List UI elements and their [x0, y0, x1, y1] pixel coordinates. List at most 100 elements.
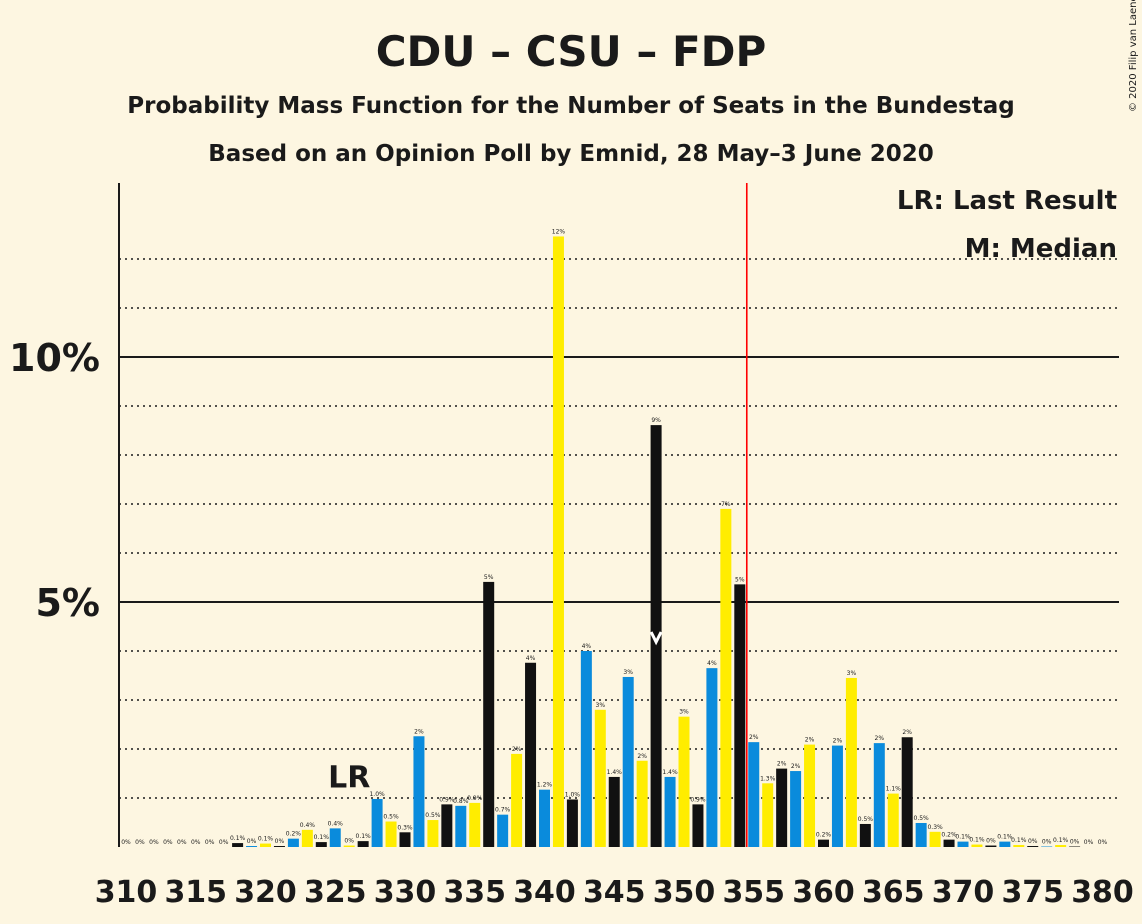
bar-seat-334: [455, 805, 467, 847]
x-tick-label: 330: [374, 875, 437, 910]
bar-seat-327: [357, 841, 369, 847]
copyright-note: © 2020 Filip van Laenen: [1128, 0, 1139, 112]
bar-value-label: 3%: [679, 709, 689, 716]
bar-seat-367: [915, 822, 927, 847]
bar-seat-366: [901, 737, 913, 847]
bar-value-label: 1.0%: [565, 791, 581, 798]
x-tick-label: 370: [932, 875, 995, 910]
bar-seat-336: [483, 581, 495, 847]
bar-seat-339: [525, 662, 537, 847]
bar-seat-373: [999, 841, 1011, 847]
x-tick-label: 365: [862, 875, 925, 910]
bar-seat-320: [260, 843, 271, 847]
bar-value-label: 5%: [484, 574, 494, 581]
bar-seat-363: [859, 823, 871, 847]
bar-value-label: 0%: [163, 839, 173, 846]
bar-value-label: 0.1%: [356, 833, 372, 840]
bar-seat-375: [1027, 846, 1039, 847]
bar-seat-337: [497, 814, 509, 847]
bar-value-label: 9%: [651, 417, 661, 424]
bar-value-label: 12%: [552, 228, 566, 235]
bar-seat-328: [371, 798, 383, 847]
bar-value-label: 2%: [749, 734, 759, 741]
chart-subtitle: Probability Mass Function for the Number…: [127, 93, 1014, 119]
legend-last-result: LR: Last Result: [897, 186, 1117, 216]
bar-value-label: 7%: [721, 501, 731, 508]
bar-seat-348: [650, 425, 662, 847]
bar-value-label: 0%: [205, 839, 215, 846]
bar-value-label: 4%: [526, 655, 536, 662]
bar-value-label: 0.9%: [439, 796, 455, 803]
bar-value-label: 0.4%: [328, 820, 344, 827]
bar-seat-345: [608, 776, 620, 847]
bar-value-label: 0%: [1028, 838, 1038, 845]
bar-value-label: 0.5%: [914, 815, 930, 822]
bar-seat-362: [845, 677, 857, 847]
bar-value-label: 2%: [414, 728, 424, 735]
bar-value-label: 0.2%: [941, 832, 957, 839]
legend-median: M: Median: [965, 234, 1117, 264]
bar-value-label: 0.5%: [858, 816, 874, 823]
bar-seat-343: [580, 651, 592, 847]
bar-value-label: 0.5%: [383, 814, 399, 821]
bar-seat-355: [748, 742, 760, 847]
bar-seat-335: [469, 802, 481, 847]
bar-seat-359: [804, 744, 816, 847]
bar-value-label: 2%: [902, 729, 912, 736]
bar-value-label: 0.1%: [1011, 837, 1027, 844]
bar-value-label: 0%: [135, 839, 145, 846]
bar-value-label: 0.8%: [453, 798, 469, 805]
bar-seat-358: [790, 771, 802, 847]
bar-value-label: 3%: [847, 670, 857, 677]
bar-seat-368: [929, 831, 941, 847]
bar-value-label: 0.9%: [467, 795, 483, 802]
x-tick-label: 325: [304, 875, 367, 910]
bar-value-label: 3%: [623, 669, 633, 676]
bar-value-label: 1.3%: [760, 775, 776, 782]
x-tick-label: 315: [164, 875, 227, 910]
chart-subtitle-poll: Based on an Opinion Poll by Emnid, 28 Ma…: [208, 141, 933, 167]
median-marker: [649, 631, 663, 646]
grid-lines: [119, 258, 1119, 799]
bar-value-label: 2%: [777, 761, 787, 768]
bar-value-label: 0%: [344, 838, 354, 845]
bar-value-label: 0.1%: [969, 837, 985, 844]
bar-value-label: 2%: [833, 738, 843, 745]
bar-seat-325: [329, 828, 341, 847]
bar-value-label: 4%: [707, 660, 717, 667]
bar-seat-354: [734, 584, 746, 847]
bar-value-label: 0%: [219, 839, 229, 846]
bar-seat-324: [315, 842, 327, 847]
bar-seat-372: [985, 845, 997, 847]
bar-value-label: 0%: [149, 839, 159, 846]
bar-value-label: 1.1%: [886, 786, 902, 793]
bar-seat-319: [246, 846, 258, 847]
bar-seat-329: [385, 821, 397, 847]
bar-value-label: 0.1%: [230, 835, 246, 842]
bar-value-label: 1.0%: [369, 791, 385, 798]
x-tick-label: 350: [653, 875, 716, 910]
bar-value-label: 0%: [121, 839, 131, 846]
bar-value-label: 0.7%: [495, 807, 511, 814]
bar-value-label: 0.1%: [955, 834, 971, 841]
bar-seat-377: [1055, 845, 1067, 847]
bar-value-label: 5%: [735, 576, 745, 583]
bar-value-label: 2%: [637, 753, 647, 760]
bar-seat-349: [664, 776, 676, 847]
bar-seat-347: [636, 760, 648, 847]
bar-value-label: 1.4%: [662, 769, 678, 776]
y-axis-ticks: 5% 10%: [9, 336, 100, 625]
bar-seat-338: [511, 753, 523, 847]
bar-value-label: 0%: [1098, 839, 1108, 846]
bar-value-label: 0.4%: [300, 822, 316, 829]
bar-value-label: 0.1%: [1053, 837, 1069, 844]
bar-value-label: 2%: [791, 763, 801, 770]
bar-seat-333: [441, 804, 453, 847]
bar-value-label: 0%: [177, 839, 187, 846]
bar-value-label: 0.2%: [816, 832, 832, 839]
bar-value-label: 0.9%: [690, 796, 706, 803]
bar-seat-365: [887, 793, 899, 847]
bar-seat-364: [873, 743, 885, 847]
bar-seat-321: [273, 846, 285, 847]
